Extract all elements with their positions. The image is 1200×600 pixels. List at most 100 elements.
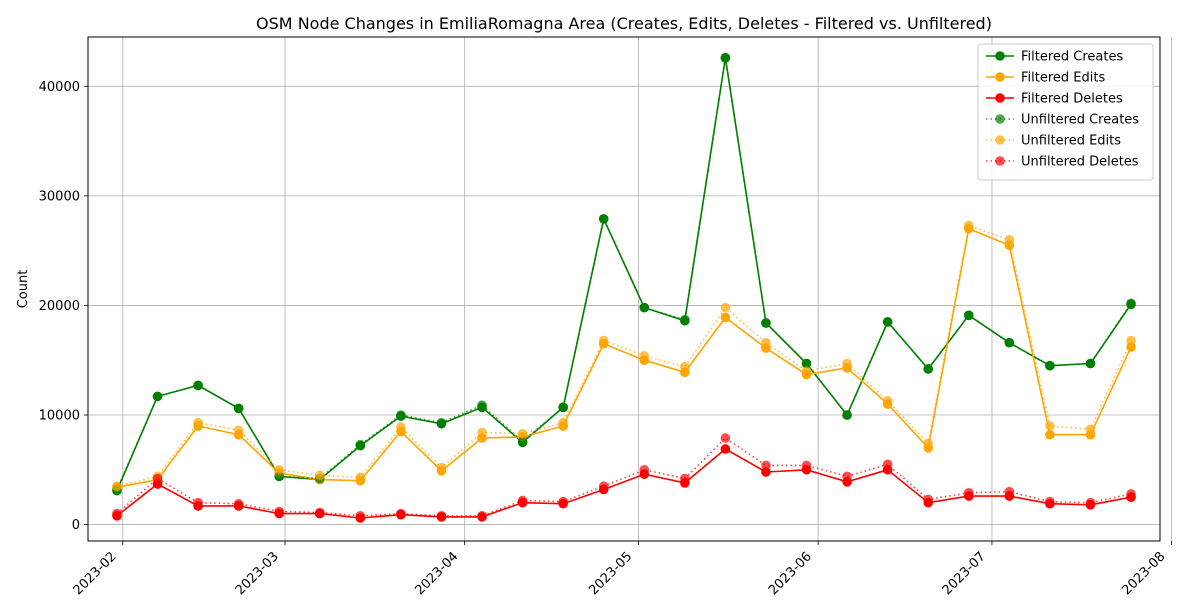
data-point xyxy=(923,364,934,374)
x-axis: 2023-02 2023-03 2023-04 2023-05 2023-06 2023-… xyxy=(71,541,1172,598)
data-point xyxy=(680,361,690,372)
data-point xyxy=(882,317,893,327)
data-point xyxy=(923,438,934,449)
data-point xyxy=(639,302,650,313)
legend-label: Filtered Deletes xyxy=(1021,92,1123,107)
x-tick-label: 2023-08 xyxy=(1119,549,1168,598)
legend: Filtered Creates Filtered Edits Filtered D… xyxy=(977,43,1154,181)
data-point xyxy=(477,400,487,410)
data-point xyxy=(314,507,325,518)
x-tick-label: 2023-06 xyxy=(766,549,815,598)
data-point xyxy=(680,314,690,325)
data-point xyxy=(1085,497,1096,508)
data-point xyxy=(193,497,203,508)
legend-label: Unfiltered Edits xyxy=(1021,134,1121,149)
data-point xyxy=(1004,234,1015,245)
data-point xyxy=(517,428,528,439)
data-point xyxy=(274,471,285,482)
series-unfiltered-edits xyxy=(112,220,1136,492)
x-tick-label: 2023-07 xyxy=(940,549,989,598)
data-point xyxy=(639,464,650,475)
data-point xyxy=(680,473,690,484)
data-point xyxy=(355,439,366,450)
data-point xyxy=(193,380,203,391)
data-point xyxy=(801,460,812,471)
data-point xyxy=(963,487,974,498)
data-point xyxy=(558,417,568,428)
y-axis-label: Count xyxy=(16,270,31,309)
data-point xyxy=(1045,429,1055,440)
data-point xyxy=(720,53,731,63)
legend-box xyxy=(977,43,1154,181)
data-point xyxy=(477,427,487,438)
x-tick-label: 2023-03 xyxy=(233,549,282,598)
series-line xyxy=(116,57,1132,490)
data-point xyxy=(558,402,568,413)
data-point xyxy=(1126,335,1136,346)
data-point xyxy=(761,460,771,471)
legend-swatch-marker xyxy=(995,114,1005,124)
data-point xyxy=(274,506,285,517)
y-axis: 0 10000 20000 30000 40000 xyxy=(39,80,88,533)
data-point xyxy=(1045,360,1055,371)
data-point xyxy=(1126,298,1136,309)
data-point xyxy=(436,462,447,473)
data-point xyxy=(517,495,528,506)
data-point xyxy=(1045,496,1055,507)
legend-swatch-marker xyxy=(995,93,1005,103)
y-tick-label: 20000 xyxy=(39,299,80,314)
data-point xyxy=(801,358,812,369)
legend-label: Unfiltered Creates xyxy=(1021,113,1139,128)
data-point xyxy=(598,214,609,224)
data-point xyxy=(720,312,731,323)
data-point xyxy=(639,351,650,361)
data-point xyxy=(882,459,893,470)
data-point xyxy=(355,511,366,521)
series-line xyxy=(116,224,1132,487)
series-layer xyxy=(112,53,1136,523)
legend-label: Unfiltered Deletes xyxy=(1021,155,1139,170)
legend-swatch-marker xyxy=(995,135,1005,145)
data-point xyxy=(801,366,812,376)
data-point xyxy=(761,318,771,328)
data-point xyxy=(233,425,244,436)
data-point xyxy=(598,481,609,492)
x-tick-label: 2023-04 xyxy=(412,549,461,598)
plot-area-frame xyxy=(87,36,1161,542)
legend-swatch-marker xyxy=(995,72,1005,82)
data-point xyxy=(1004,337,1015,348)
data-point xyxy=(1085,424,1096,435)
y-tick-label: 10000 xyxy=(39,409,80,424)
data-point xyxy=(842,358,852,369)
data-point xyxy=(963,310,974,321)
data-point xyxy=(112,508,122,519)
legend-swatch-marker xyxy=(995,156,1005,166)
data-point xyxy=(233,498,244,509)
data-point xyxy=(558,496,568,507)
data-point xyxy=(720,433,731,443)
data-point xyxy=(274,464,285,475)
y-tick-label: 30000 xyxy=(39,189,80,204)
data-point xyxy=(193,417,203,428)
data-point xyxy=(761,337,771,348)
y-tick-label: 40000 xyxy=(39,80,80,95)
data-point xyxy=(720,444,731,454)
data-point xyxy=(436,511,447,521)
legend-label: Filtered Creates xyxy=(1021,50,1123,65)
data-point xyxy=(963,220,974,231)
legend-label: Filtered Edits xyxy=(1021,71,1105,86)
data-point xyxy=(1045,421,1055,431)
data-point xyxy=(436,417,447,428)
x-tick-label: 2023-02 xyxy=(71,549,120,598)
data-point xyxy=(598,335,609,346)
data-point xyxy=(314,470,325,481)
data-point xyxy=(1126,489,1136,499)
data-point xyxy=(152,391,163,402)
data-point xyxy=(233,403,244,414)
series-unfiltered-creates xyxy=(112,53,1136,495)
data-point xyxy=(517,436,528,447)
data-point xyxy=(842,471,852,482)
series-filtered-deletes xyxy=(112,444,1136,523)
data-point xyxy=(761,467,771,477)
